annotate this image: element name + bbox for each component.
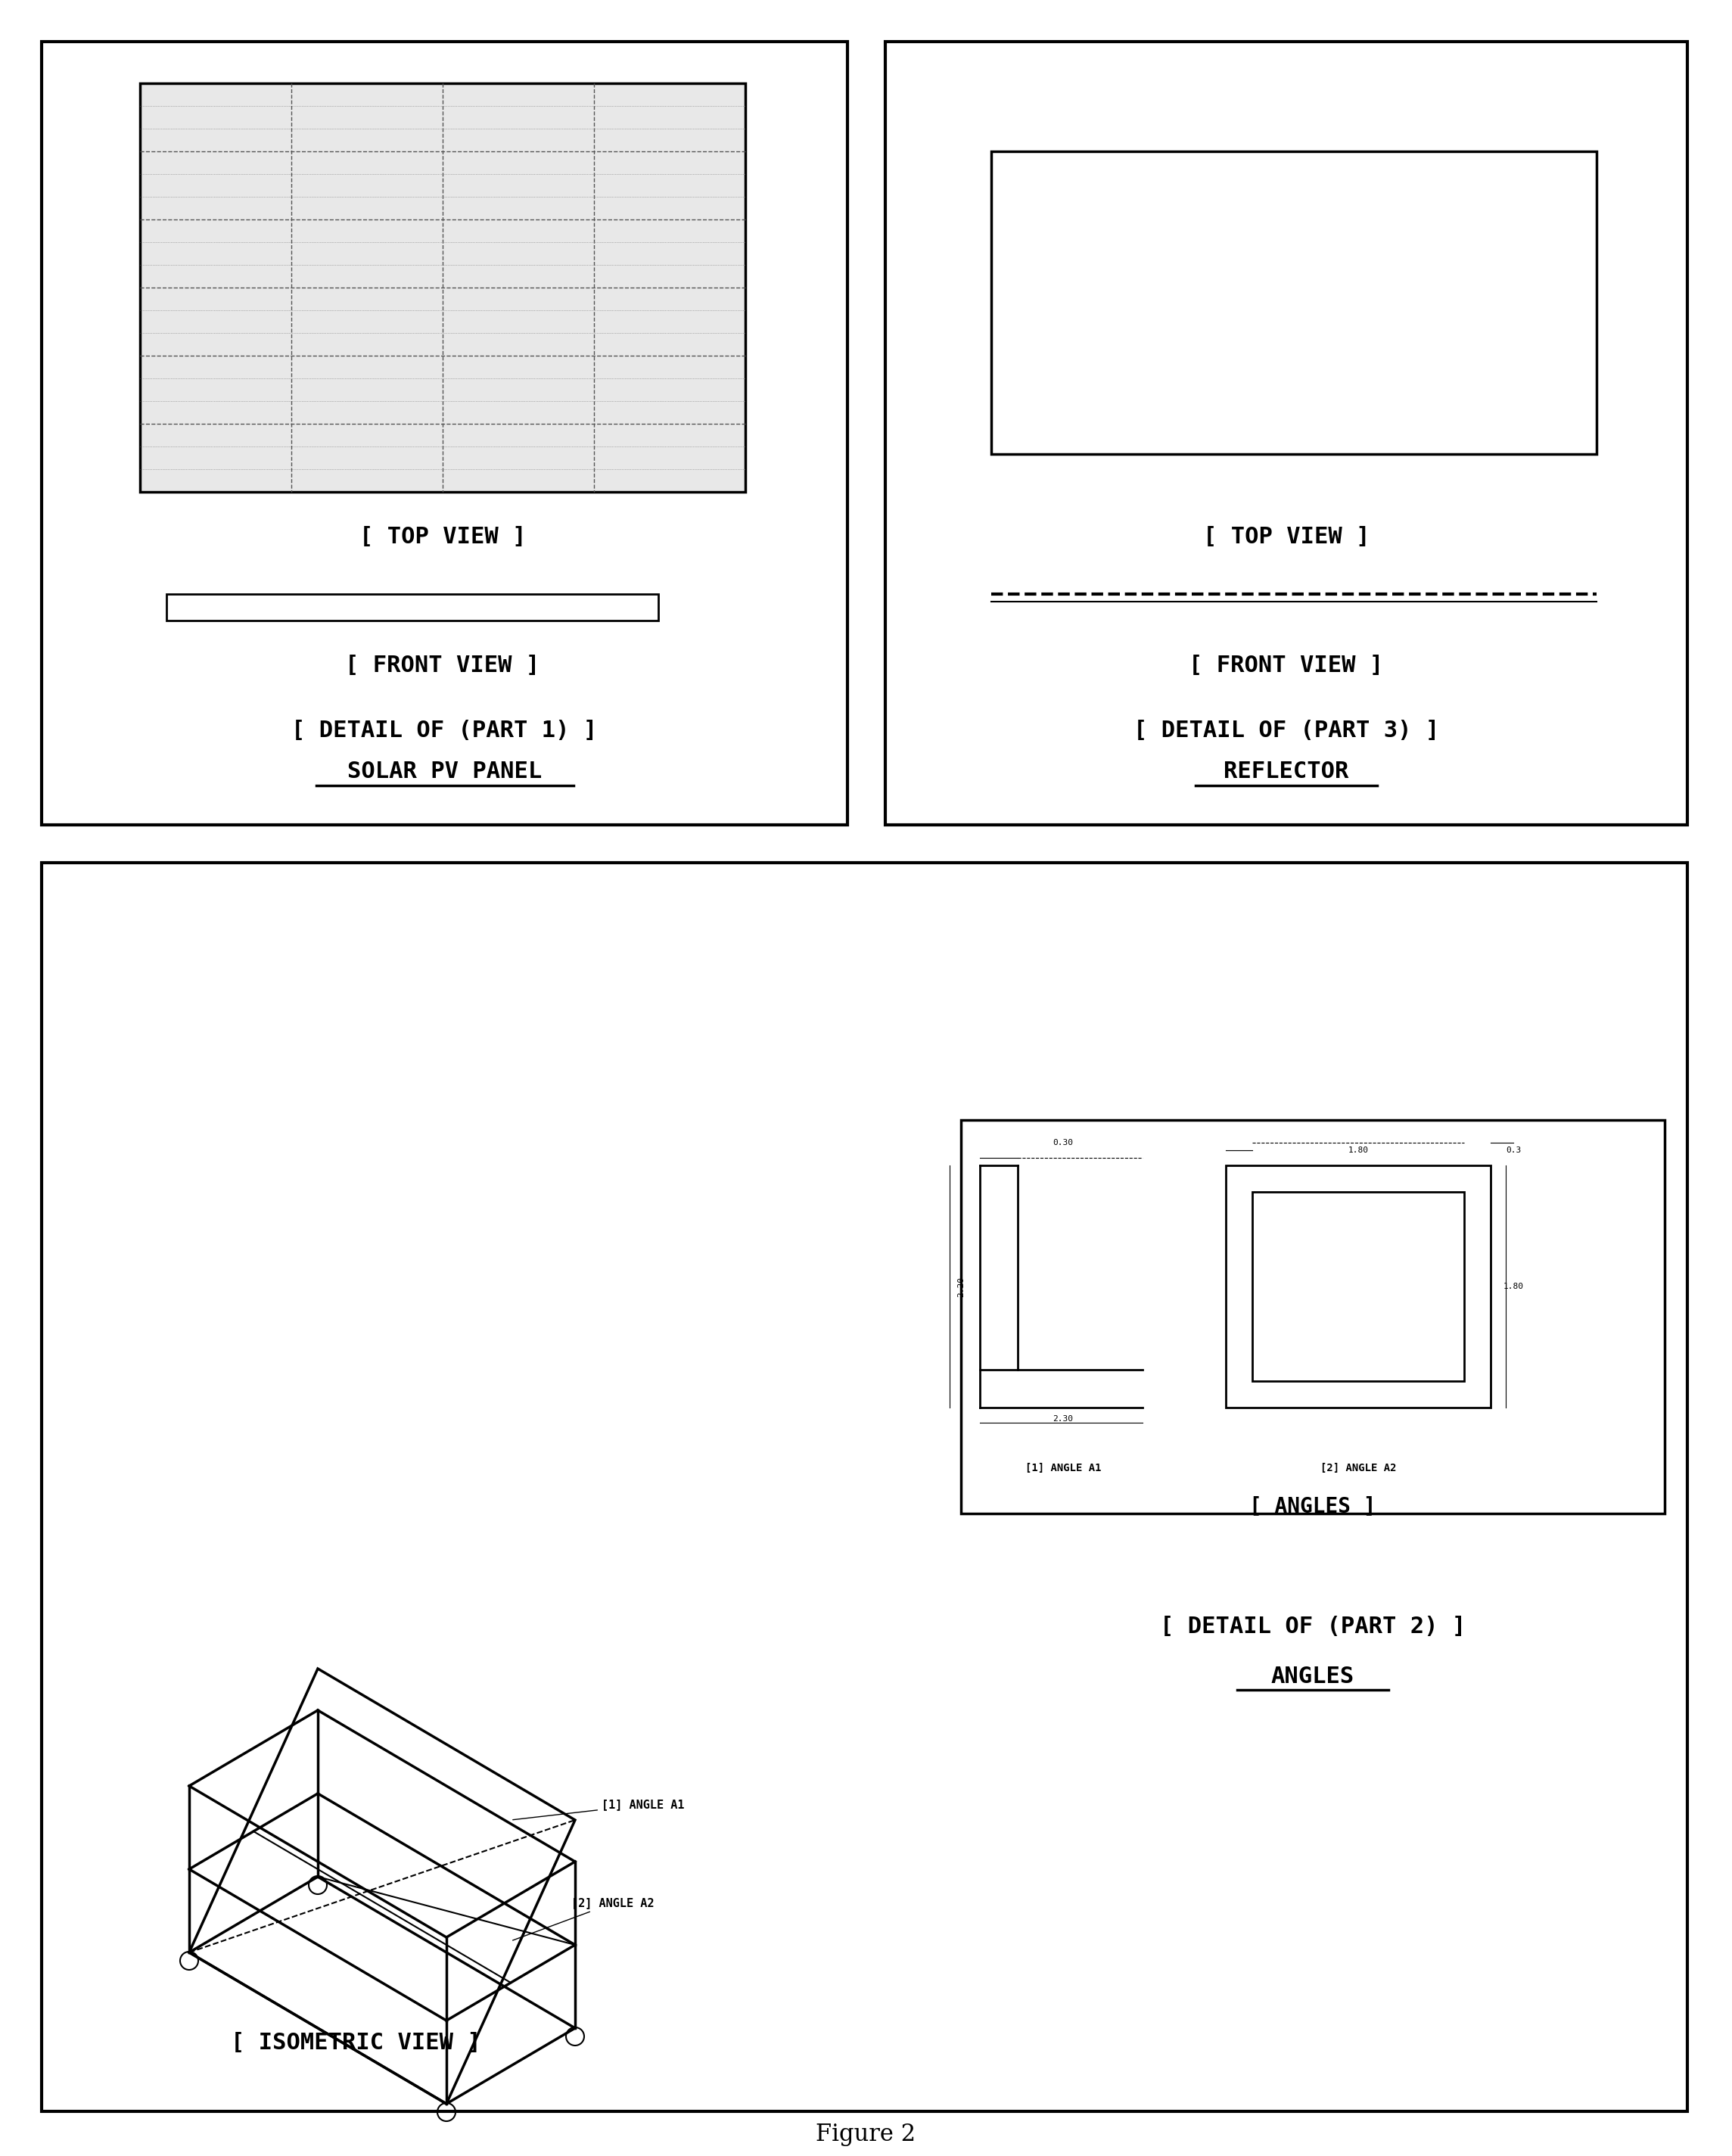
Text: [2] ANGLE A2: [2] ANGLE A2 — [513, 1897, 655, 1940]
Bar — [1226, 1166, 1491, 1408]
Text: 0.3: 0.3 — [1505, 1147, 1521, 1153]
Bar — [961, 1119, 1664, 1514]
Text: [ DETAIL OF (PART 2) ]: [ DETAIL OF (PART 2) ] — [1160, 1617, 1465, 1639]
Text: [1] ANGLE A1: [1] ANGLE A1 — [513, 1800, 684, 1820]
Text: [ DETAIL OF (PART 3) ]: [ DETAIL OF (PART 3) ] — [1133, 720, 1439, 742]
Text: [ ISOMETRIC VIEW ]: [ ISOMETRIC VIEW ] — [230, 2033, 481, 2055]
Text: ANGLES: ANGLES — [1271, 1664, 1354, 1688]
Bar — [42, 41, 847, 826]
Bar — [42, 862, 1687, 2111]
Text: [ TOP VIEW ]: [ TOP VIEW ] — [1204, 526, 1370, 548]
Text: [ DETAIL OF (PART 1) ]: [ DETAIL OF (PART 1) ] — [291, 720, 598, 742]
Bar — [166, 595, 658, 621]
Bar — [1252, 1192, 1464, 1382]
Text: [1] ANGLE A1: [1] ANGLE A1 — [1025, 1462, 1102, 1473]
Text: 0.30: 0.30 — [1053, 1138, 1074, 1147]
Text: [ ANGLES ]: [ ANGLES ] — [1249, 1496, 1377, 1516]
Text: [ FRONT VIEW ]: [ FRONT VIEW ] — [345, 655, 540, 677]
Text: [ FRONT VIEW ]: [ FRONT VIEW ] — [1188, 655, 1384, 677]
Text: 2.30: 2.30 — [1053, 1414, 1074, 1423]
Text: [2] ANGLE A2: [2] ANGLE A2 — [1320, 1462, 1396, 1473]
Bar — [140, 84, 745, 492]
Text: [ TOP VIEW ]: [ TOP VIEW ] — [359, 526, 527, 548]
Text: SOLAR PV PANEL: SOLAR PV PANEL — [346, 761, 542, 783]
Text: 1.80: 1.80 — [1503, 1283, 1524, 1289]
Bar — [991, 151, 1597, 455]
Text: 1.80: 1.80 — [1347, 1147, 1368, 1153]
Bar — [140, 84, 745, 492]
Text: REFLECTOR: REFLECTOR — [1225, 761, 1349, 783]
Bar — [885, 41, 1687, 826]
Text: Figure 2: Figure 2 — [816, 2122, 916, 2145]
Text: 2.20: 2.20 — [958, 1276, 965, 1296]
